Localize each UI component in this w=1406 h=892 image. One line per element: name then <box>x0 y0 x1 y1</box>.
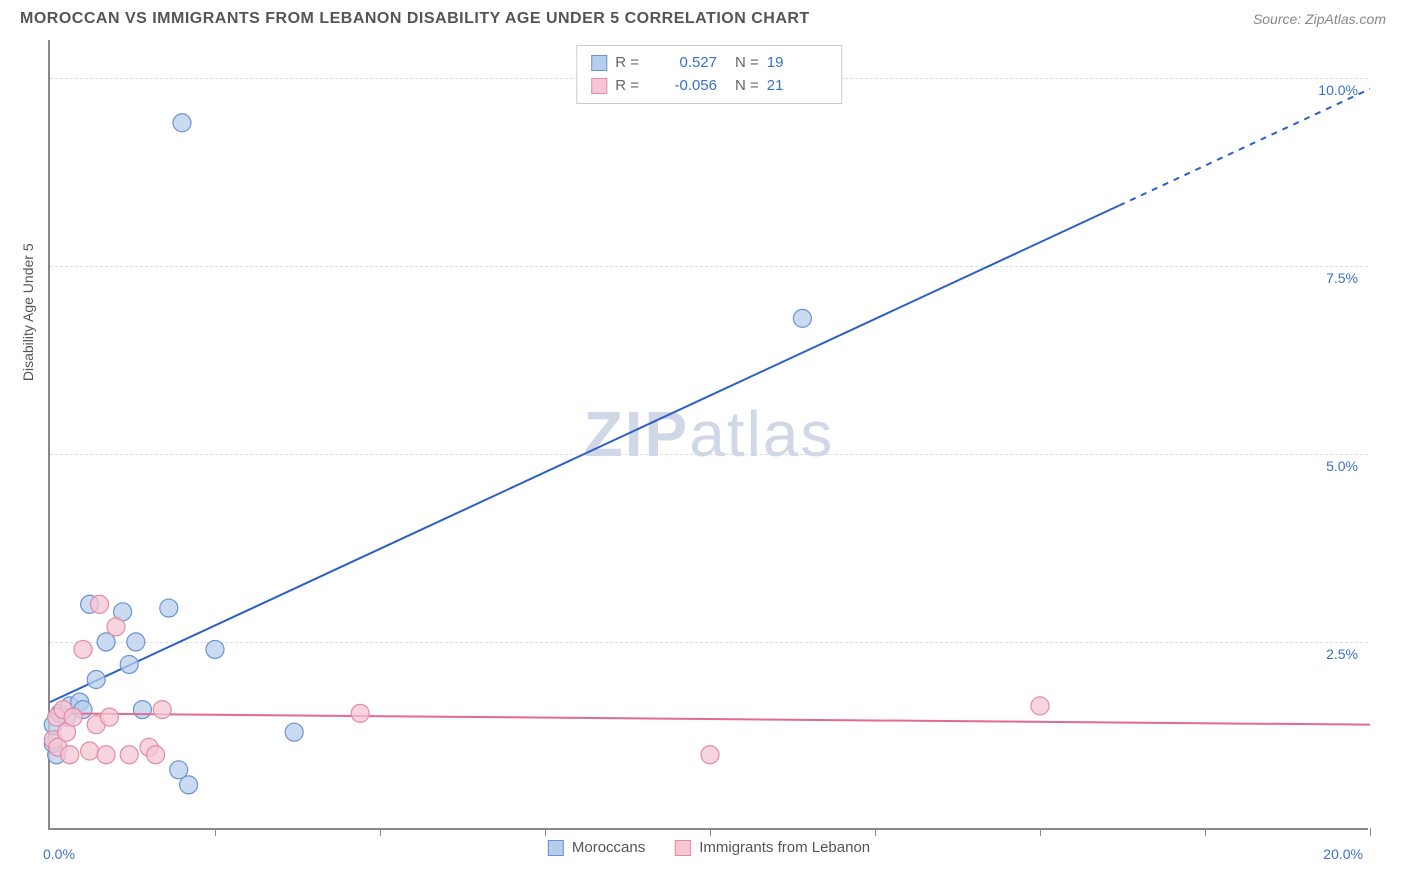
series-legend-moroccans: Moroccans <box>548 839 645 856</box>
series-label: Immigrants from Lebanon <box>699 839 870 856</box>
data-point-lebanon <box>351 704 369 722</box>
plot-area: ZIPatlas R = 0.527 N = 19 R = -0.056 N =… <box>48 40 1368 830</box>
data-point-moroccans <box>285 723 303 741</box>
scatter-svg <box>50 40 1368 828</box>
x-tick <box>215 828 216 836</box>
chart-header: MOROCCAN VS IMMIGRANTS FROM LEBANON DISA… <box>0 0 1406 33</box>
data-point-lebanon <box>64 708 82 726</box>
data-point-moroccans <box>160 599 178 617</box>
data-point-lebanon <box>61 746 79 764</box>
x-axis-min-label: 0.0% <box>43 846 75 862</box>
data-point-moroccans <box>87 671 105 689</box>
x-tick <box>1205 828 1206 836</box>
data-point-moroccans <box>127 633 145 651</box>
series-legend: Moroccans Immigrants from Lebanon <box>548 839 870 856</box>
data-point-lebanon <box>97 746 115 764</box>
data-point-moroccans <box>120 655 138 673</box>
trendline-moroccans <box>50 206 1119 703</box>
source-attribution: Source: ZipAtlas.com <box>1253 11 1386 27</box>
y-axis-label: Disability Age Under 5 <box>20 243 36 381</box>
x-tick <box>710 828 711 836</box>
data-point-lebanon <box>100 708 118 726</box>
data-point-lebanon <box>701 746 719 764</box>
data-point-lebanon <box>91 595 109 613</box>
data-point-lebanon <box>1031 697 1049 715</box>
data-point-moroccans <box>793 309 811 327</box>
data-point-moroccans <box>206 640 224 658</box>
data-point-lebanon <box>120 746 138 764</box>
y-tick-label: 10.0% <box>1318 82 1358 98</box>
data-point-moroccans <box>133 701 151 719</box>
x-tick <box>875 828 876 836</box>
x-tick <box>1040 828 1041 836</box>
trendline-dashed-moroccans <box>1119 89 1370 206</box>
data-point-lebanon <box>81 742 99 760</box>
x-tick <box>1370 828 1371 836</box>
y-tick-label: 7.5% <box>1326 270 1358 286</box>
correlation-chart: Disability Age Under 5 ZIPatlas R = 0.52… <box>48 40 1388 860</box>
data-point-lebanon <box>147 746 165 764</box>
series-legend-lebanon: Immigrants from Lebanon <box>675 839 870 856</box>
chart-title: MOROCCAN VS IMMIGRANTS FROM LEBANON DISA… <box>20 10 810 28</box>
x-tick <box>545 828 546 836</box>
data-point-moroccans <box>180 776 198 794</box>
trendline-lebanon <box>50 713 1370 724</box>
y-tick-label: 5.0% <box>1326 458 1358 474</box>
x-axis-max-label: 20.0% <box>1323 846 1363 862</box>
series-swatch-pink <box>675 840 691 856</box>
series-label: Moroccans <box>572 839 645 856</box>
data-point-moroccans <box>173 114 191 132</box>
data-point-lebanon <box>107 618 125 636</box>
data-point-lebanon <box>74 640 92 658</box>
y-tick-label: 2.5% <box>1326 646 1358 662</box>
series-swatch-blue <box>548 840 564 856</box>
x-tick <box>380 828 381 836</box>
data-point-lebanon <box>153 701 171 719</box>
